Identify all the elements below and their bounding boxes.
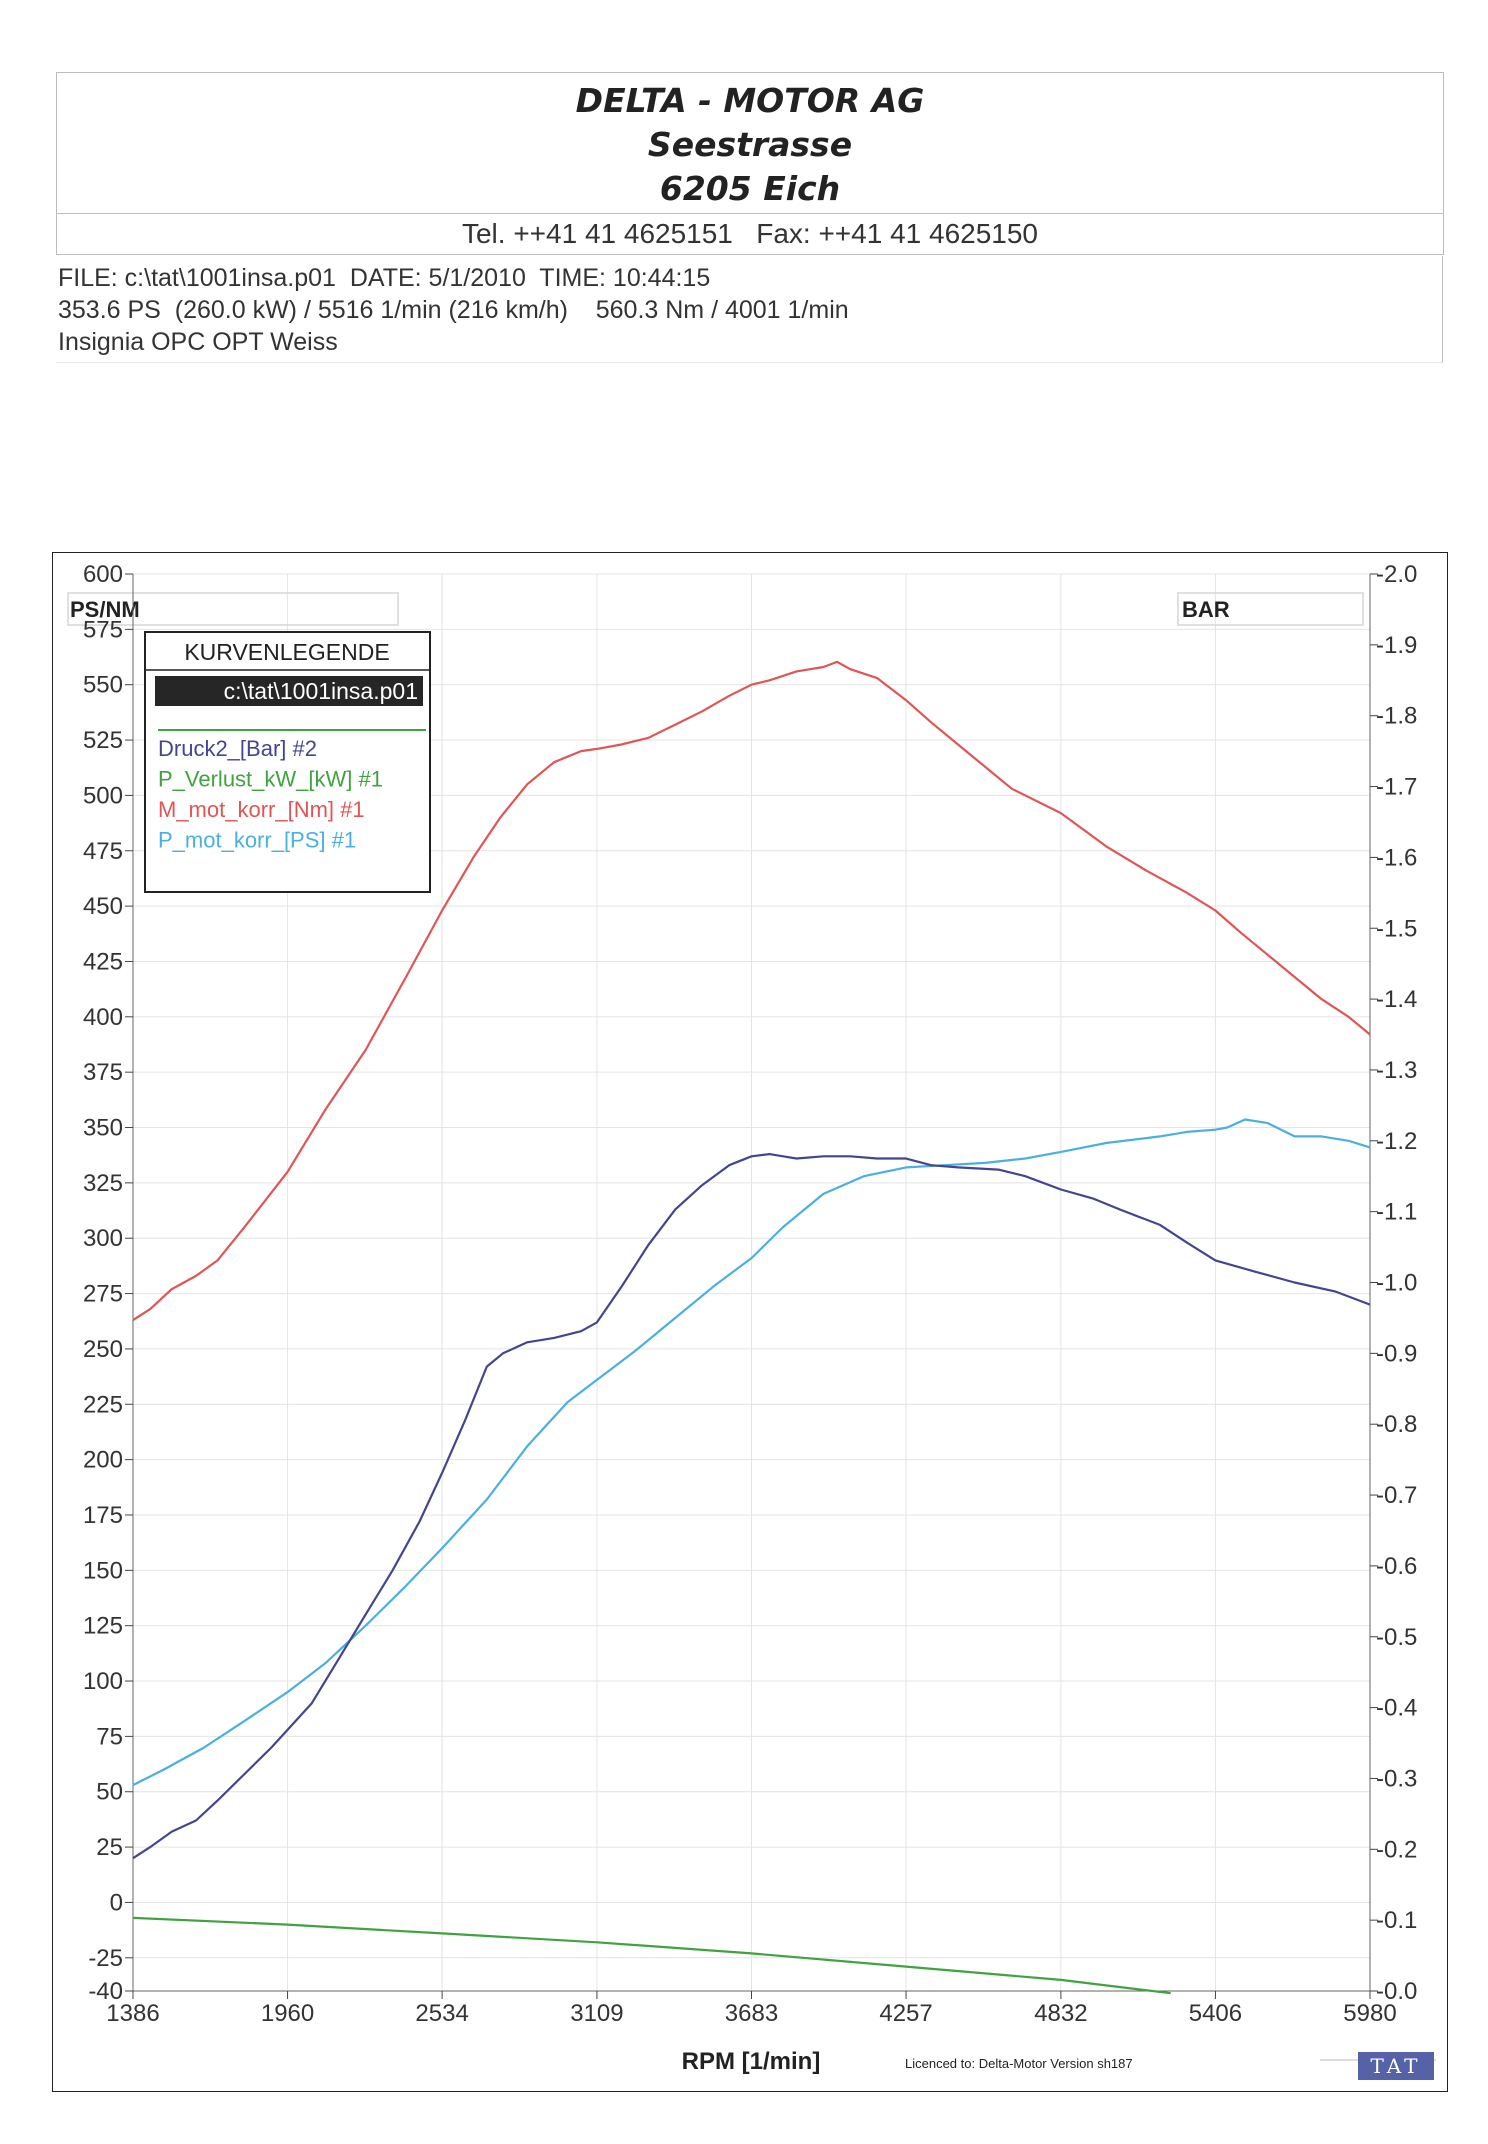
right-tick-label: -2.0 xyxy=(1376,561,1417,588)
right-tick-label: -1.9 xyxy=(1376,632,1417,659)
left-tick-label: 275 xyxy=(83,1281,123,1308)
series-line xyxy=(132,1118,1371,1787)
left-tick-label: 550 xyxy=(83,672,123,699)
brand-text: TAT xyxy=(1371,2054,1422,2078)
right-axis-title: BAR xyxy=(1182,597,1230,622)
right-tick-label: -1.0 xyxy=(1376,1270,1417,1297)
x-tick-label: 4832 xyxy=(1034,2000,1087,2027)
x-tick-label: 2534 xyxy=(415,2000,468,2027)
right-tick-label: -0.5 xyxy=(1376,1624,1417,1651)
right-tick-label: -1.3 xyxy=(1376,1057,1417,1084)
series-lines xyxy=(132,660,1371,1995)
series-line xyxy=(132,1916,1171,1995)
left-tick-label: -40 xyxy=(88,1978,123,2005)
right-tick-label: -0.7 xyxy=(1376,1482,1417,1509)
left-tick-label: 225 xyxy=(83,1391,123,1418)
legend-box xyxy=(144,631,431,893)
left-tick-label: 300 xyxy=(83,1225,123,1252)
right-tick-label: -1.4 xyxy=(1376,986,1417,1013)
dyno-chart-frame xyxy=(52,552,1448,2092)
vehicle-info-line: Insignia OPC OPT Weiss xyxy=(58,328,338,356)
axis-title-boxes xyxy=(67,592,1364,626)
x-tick-label: 3109 xyxy=(570,2000,623,2027)
right-tick-label: -0.0 xyxy=(1376,1978,1417,2005)
right-tick-label: -0.3 xyxy=(1376,1765,1417,1792)
run-info-box: FILE: c:\tat\1001insa.p01 DATE: 5/1/2010… xyxy=(56,256,1443,363)
x-axis-title: RPM [1/min] xyxy=(682,2048,821,2075)
company-name: DELTA - MOTOR AG xyxy=(575,81,925,120)
company-header: DELTA - MOTOR AG Seestrasse 6205 Eich xyxy=(56,72,1444,213)
legend-entry: P_Verlust_kW_[kW] #1 xyxy=(158,767,383,792)
left-tick-label: 575 xyxy=(83,616,123,643)
right-tick-label: -1.2 xyxy=(1376,1128,1417,1155)
chart-legend: KURVENLEGENDE c:\tat\1001insa.p01 Druck2… xyxy=(144,631,431,893)
x-axis-ticks: 1386 1960 2534 3109 3683 4257 4832 5406 5980 xyxy=(106,1990,1397,2027)
right-axis-ticks: -2.0 -1.9 -1.8 -1.7 -1.6 -1.5 -1.4 -1.3 -1.2 -1.1… xyxy=(1369,561,1417,2005)
right-tick-label: -1.7 xyxy=(1376,774,1417,801)
left-tick-label: 450 xyxy=(83,893,123,920)
legend-file-bar xyxy=(155,676,423,706)
chart-grid xyxy=(132,573,1371,1992)
license-text: Licenced to: Delta-Motor Version sh187 xyxy=(905,2056,1133,2071)
company-street: Seestrasse xyxy=(647,125,853,164)
left-tick-label: 375 xyxy=(83,1059,123,1086)
right-tick-label: -0.9 xyxy=(1376,1340,1417,1367)
right-tick-label: -1.1 xyxy=(1376,1199,1417,1226)
right-tick-label: -0.8 xyxy=(1376,1411,1417,1438)
right-tick-label: -0.1 xyxy=(1376,1907,1417,1934)
brand-logo: TAT xyxy=(1320,2052,1436,2080)
x-tick-label: 5980 xyxy=(1343,2000,1396,2027)
legend-entry: Druck2_[Bar] #2 xyxy=(158,736,317,761)
right-tick-label: -0.6 xyxy=(1376,1553,1417,1580)
x-tick-label: 5406 xyxy=(1189,2000,1242,2027)
left-tick-label: 0 xyxy=(110,1889,123,1916)
left-tick-label: 600 xyxy=(83,561,123,588)
left-tick-label: 425 xyxy=(83,948,123,975)
left-tick-label: 25 xyxy=(96,1834,123,1861)
company-city: 6205 Eich xyxy=(659,169,841,208)
left-tick-label: 50 xyxy=(96,1779,123,1806)
left-tick-label: 100 xyxy=(83,1668,123,1695)
left-tick-label: 150 xyxy=(83,1557,123,1584)
series-line xyxy=(132,660,1371,1322)
left-tick-label: 200 xyxy=(83,1447,123,1474)
left-tick-label: 175 xyxy=(83,1502,123,1529)
contact-line: Tel. ++41 41 4625151 Fax: ++41 41 462515… xyxy=(461,218,1039,249)
left-tick-label: 350 xyxy=(83,1115,123,1142)
legend-entry: M_mot_korr_[Nm] #1 xyxy=(158,797,365,822)
left-tick-label: 525 xyxy=(83,727,123,754)
left-tick-label: 250 xyxy=(83,1336,123,1363)
right-tick-label: -1.6 xyxy=(1376,844,1417,871)
file-info-line: FILE: c:\tat\1001insa.p01 DATE: 5/1/2010… xyxy=(58,264,711,292)
left-axis-ticks: 6005755505255004754504254003753503253002… xyxy=(83,561,134,2005)
right-tick-label: -1.8 xyxy=(1376,703,1417,730)
x-tick-label: 1960 xyxy=(261,2000,314,2027)
contact-box: Tel. ++41 41 4625151 Fax: ++41 41 462515… xyxy=(56,213,1444,255)
legend-title: KURVENLEGENDE xyxy=(184,639,389,665)
x-tick-label: 3683 xyxy=(725,2000,778,2027)
left-axis-title: PS/NM xyxy=(70,597,140,622)
power-info-line: 353.6 PS (260.0 kW) / 5516 1/min (216 km… xyxy=(58,296,849,324)
right-tick-label: -1.5 xyxy=(1376,915,1417,942)
left-tick-label: 400 xyxy=(83,1004,123,1031)
left-tick-label: 75 xyxy=(96,1723,123,1750)
legend-entry: P_mot_korr_[PS] #1 xyxy=(158,828,356,853)
right-tick-label: -0.2 xyxy=(1376,1836,1417,1863)
legend-file: c:\tat\1001insa.p01 xyxy=(224,678,418,704)
series-line xyxy=(132,1152,1371,1860)
right-tick-label: -0.4 xyxy=(1376,1695,1417,1722)
x-tick-label: 4257 xyxy=(879,2000,932,2027)
left-tick-label: 475 xyxy=(83,838,123,865)
x-tick-label: 1386 xyxy=(106,2000,159,2027)
left-tick-label: -25 xyxy=(88,1945,123,1972)
left-tick-label: 500 xyxy=(83,782,123,809)
left-tick-label: 325 xyxy=(83,1170,123,1197)
left-tick-label: 125 xyxy=(83,1613,123,1640)
